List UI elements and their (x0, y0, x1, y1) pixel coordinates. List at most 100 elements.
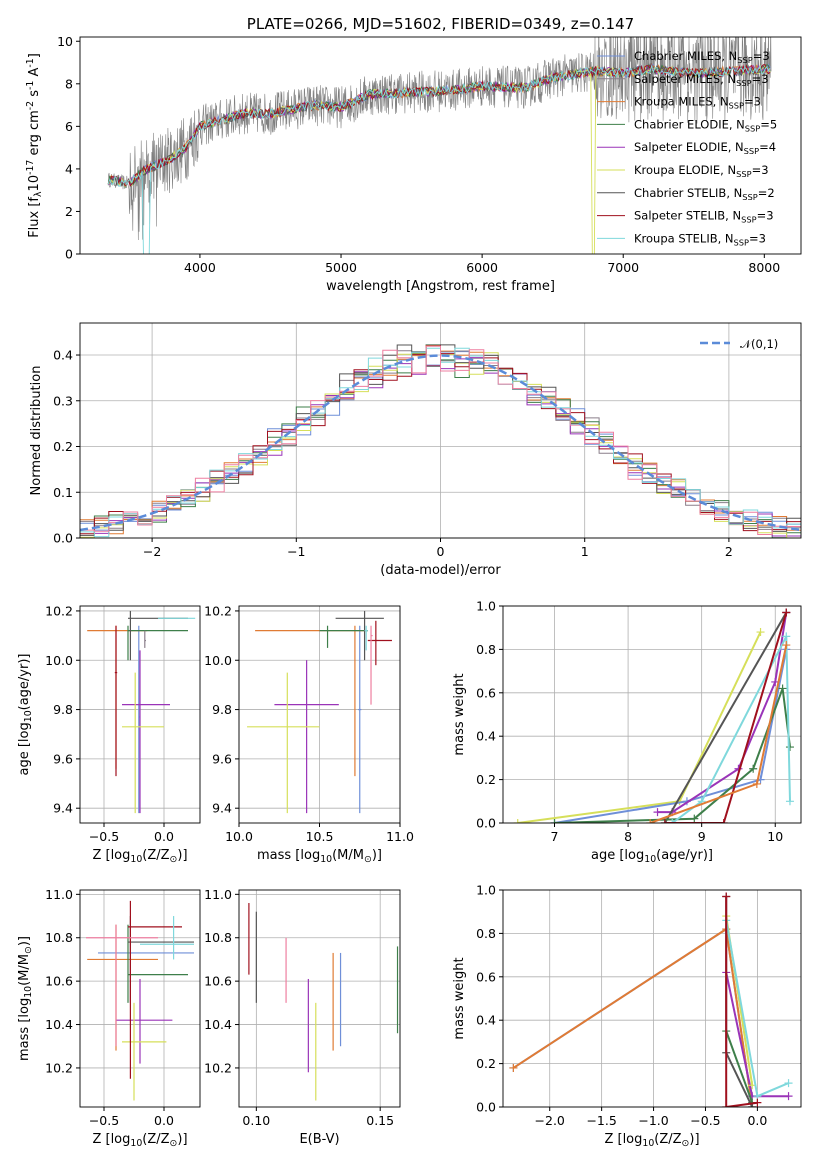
label-part: mass weight (452, 673, 467, 755)
legend-entry: Salpeter STELIB, NSSP=3 (634, 209, 774, 225)
plus-marker (722, 1103, 731, 1107)
y-tick-label: 1.0 (476, 599, 496, 614)
x-tick-label: 10.5 (306, 829, 334, 844)
y-tick-label: 4 (65, 161, 73, 176)
y-tick-label: 11.0 (45, 887, 73, 902)
label-part: 0.8 (476, 926, 496, 941)
label-part: =3 (757, 209, 774, 223)
y-tick-label: 10.8 (204, 930, 232, 945)
label-part: (M/M (17, 954, 32, 986)
plus-marker (646, 819, 655, 823)
plus-marker (668, 819, 677, 823)
label-part: (Z/Z (654, 1132, 681, 1147)
label-part: 0.0 (476, 816, 496, 831)
plus-marker (753, 1098, 762, 1107)
weight-line (512, 927, 754, 1107)
legend-entry: Salpeter MILES, NSSP=3 (634, 72, 769, 88)
label-part: -1 (25, 81, 36, 90)
label-part: 1.0 (476, 599, 496, 614)
label-part: 9.6 (212, 751, 232, 766)
x-axis-label: Z [log10(Z/Z⊙)] (92, 848, 187, 865)
label-part: Chabrier STELIB, N (634, 186, 742, 200)
label-part: −2.0 (535, 1113, 565, 1128)
x-tick-label: −1.0 (638, 1113, 668, 1128)
x-tick-label: −0.5 (89, 1113, 119, 1128)
x-tick-label: −1.5 (586, 1113, 616, 1128)
axes-frame (79, 36, 802, 255)
label-part: 7 (551, 829, 559, 844)
label-part: −1 (287, 544, 305, 559)
label-part: -2 (25, 101, 36, 110)
y-tick-label: 10.2 (45, 1060, 73, 1075)
x-tick-label: 1 (581, 544, 589, 559)
plus-marker (785, 797, 794, 806)
plot-area (509, 892, 793, 1107)
label-part: Salpeter STELIB, N (634, 209, 741, 223)
plus-marker (782, 641, 791, 650)
label-part: −1.5 (586, 1113, 616, 1128)
label-part: (Z/Z (142, 1132, 169, 1147)
label-part: Z [log (604, 1132, 642, 1147)
label-part: 10.8 (45, 930, 73, 945)
x-tick-label: −0.5 (89, 829, 119, 844)
label-part: 𝒩(0,1) (740, 337, 778, 351)
label-part: -17 (25, 160, 36, 175)
label-part: 5000 (325, 260, 357, 275)
label-part: 8000 (748, 260, 780, 275)
label-part: 10 (57, 34, 73, 49)
y-tick-label: 10.8 (45, 930, 73, 945)
axes-frame (238, 605, 401, 824)
label-part: 10 (767, 829, 783, 844)
label-part: s (27, 90, 42, 101)
label-part: mass [log (257, 848, 320, 863)
label-part: −0.5 (89, 829, 119, 844)
label-part: 4 (65, 161, 73, 176)
label-part: Chabrier ELODIE, N (634, 117, 745, 131)
x-tick-label: 0 (437, 544, 445, 559)
label-part: 0.0 (476, 1100, 496, 1115)
label-part: (age/yr)] (17, 654, 32, 711)
label-part: ⊙ (170, 1138, 178, 1149)
label-part: 10 (320, 854, 332, 865)
label-part: ] (27, 53, 42, 58)
y-tick-label: 0.0 (53, 531, 73, 546)
plus-marker (513, 819, 522, 823)
y-axis-label: Normed distribution (29, 366, 44, 496)
label-part: =4 (759, 140, 776, 154)
label-part: )] (372, 848, 382, 863)
plus-marker (653, 808, 662, 817)
label-part: SSP (741, 215, 756, 225)
label-part: ⊙ (23, 946, 34, 954)
label-part: 11.0 (204, 887, 232, 902)
y-tick-label: 10.2 (204, 1060, 232, 1075)
legend-entry: Chabrier ELODIE, NSSP=5 (634, 117, 777, 133)
y-tick-label: 0.3 (53, 393, 73, 408)
x-tick-label: 0.0 (154, 829, 174, 844)
plus-marker (660, 819, 669, 823)
x-tick-label: 0.0 (747, 1113, 767, 1128)
label-part: 0.2 (476, 1056, 496, 1071)
label-part: 0.3 (53, 393, 73, 408)
label-part: 0 (65, 247, 73, 262)
y-tick-label: 10 (57, 34, 73, 49)
label-part: SSP (736, 78, 751, 88)
y-tick-label: 6 (65, 119, 73, 134)
label-part: 2 (725, 544, 733, 559)
label-part: SSP (742, 192, 757, 202)
label-part: A (27, 68, 42, 81)
label-part: )] (17, 936, 32, 946)
label-part: 8 (65, 76, 73, 91)
y-tick-label: 0.8 (476, 642, 496, 657)
label-part: ⊙ (364, 854, 372, 865)
label-part: 1 (581, 544, 589, 559)
axes-frame (502, 889, 802, 1108)
x-axis-label: wavelength [Angstrom, rest frame] (326, 279, 555, 294)
label-part: -1 (25, 58, 36, 67)
weight-line (725, 1030, 754, 1104)
weight-line (671, 635, 791, 823)
label-part: mass weight (452, 957, 467, 1039)
y-axis-label: Flux [fλ10-17 erg cm-2 s-1 A-1] (25, 53, 44, 238)
label-part: Kroupa STELIB, N (634, 231, 734, 245)
label-part: 11.0 (386, 829, 414, 844)
